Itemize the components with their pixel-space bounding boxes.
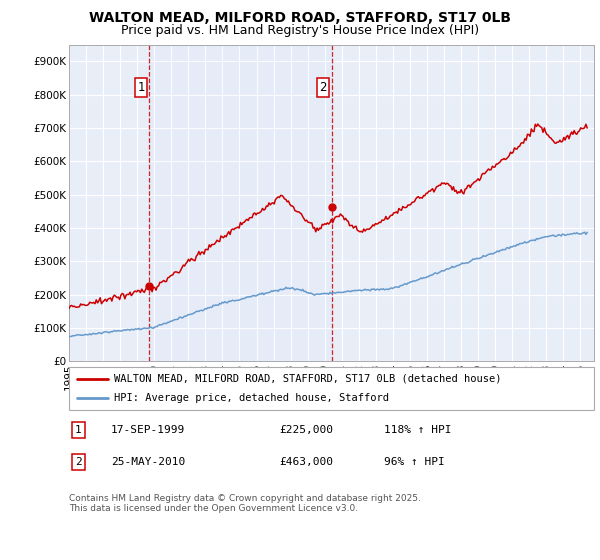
Bar [149, 45, 331, 361]
Text: Price paid vs. HM Land Registry's House Price Index (HPI): Price paid vs. HM Land Registry's House … [121, 24, 479, 36]
Text: 2: 2 [75, 457, 82, 467]
Text: WALTON MEAD, MILFORD ROAD, STAFFORD, ST17 0LB: WALTON MEAD, MILFORD ROAD, STAFFORD, ST1… [89, 11, 511, 25]
Text: 25-MAY-2010: 25-MAY-2010 [111, 457, 185, 467]
Text: WALTON MEAD, MILFORD ROAD, STAFFORD, ST17 0LB (detached house): WALTON MEAD, MILFORD ROAD, STAFFORD, ST1… [113, 374, 501, 384]
Text: 1: 1 [75, 425, 82, 435]
Text: 96% ↑ HPI: 96% ↑ HPI [384, 457, 445, 467]
Text: 118% ↑ HPI: 118% ↑ HPI [384, 425, 452, 435]
Text: HPI: Average price, detached house, Stafford: HPI: Average price, detached house, Staf… [113, 394, 389, 403]
Text: £225,000: £225,000 [279, 425, 333, 435]
Text: £463,000: £463,000 [279, 457, 333, 467]
Text: 17-SEP-1999: 17-SEP-1999 [111, 425, 185, 435]
FancyBboxPatch shape [69, 367, 594, 410]
Text: Contains HM Land Registry data © Crown copyright and database right 2025.
This d: Contains HM Land Registry data © Crown c… [69, 494, 421, 514]
Text: 2: 2 [319, 81, 327, 94]
Text: 1: 1 [137, 81, 145, 94]
